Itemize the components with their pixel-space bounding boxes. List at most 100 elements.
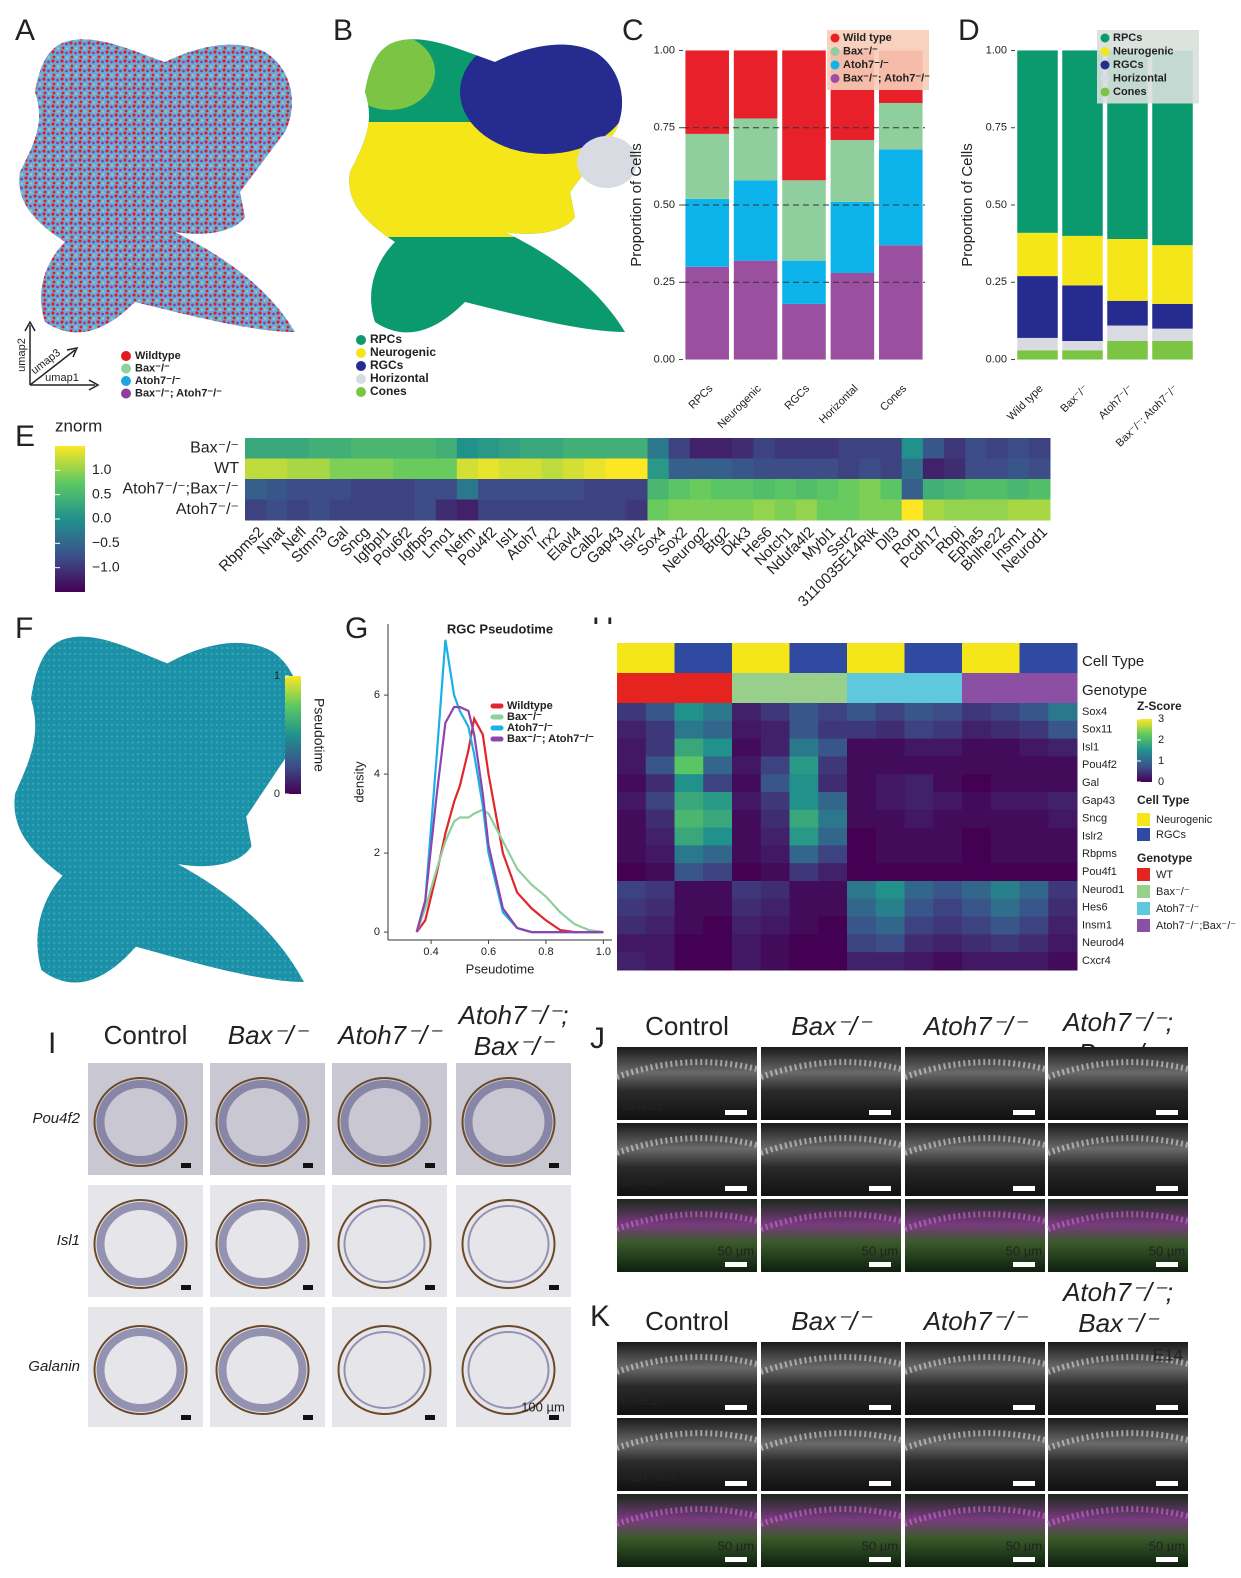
heatmap-cell [818, 792, 847, 810]
heatmap-cell [584, 438, 606, 459]
heatmap-cell [761, 828, 790, 846]
heatmap-cell [818, 845, 847, 863]
gene-label: Sox11 [1082, 724, 1112, 736]
legend-label: RGCs [1156, 829, 1186, 841]
microscopy-image [617, 1494, 757, 1567]
heatmap-cell [761, 721, 790, 739]
legend-swatch [1137, 813, 1150, 826]
heatmap-cell [962, 792, 991, 810]
heatmap-cell [790, 917, 819, 935]
heatmap-cell [876, 881, 905, 899]
scale-label: 50 µm [718, 1538, 754, 1553]
heatmap-cell [1020, 863, 1049, 881]
heatmap-cell [962, 917, 991, 935]
heatmap-cell [876, 756, 905, 774]
heatmap-cell [563, 438, 585, 459]
heatmap-cell [1020, 774, 1049, 792]
x-tick-label: Bax⁻/⁻ [1058, 383, 1090, 415]
heatmap-cell [245, 459, 267, 480]
heatmap-cell [330, 438, 352, 459]
y-tick-label: 0.75 [986, 122, 1007, 134]
legend-label: Neurogenic [370, 345, 436, 359]
heatmap-cell [1020, 756, 1049, 774]
heatmap-cell [933, 774, 962, 792]
scale-label: 50 µm [1006, 1538, 1042, 1553]
heatmap-cell [351, 500, 373, 521]
heatmap-cell [847, 703, 876, 721]
gene-label: Sox4 [1082, 706, 1107, 718]
heatmap-cell [933, 899, 962, 917]
heatmap-cell [732, 438, 754, 459]
heatmap-cell [965, 500, 987, 521]
legend-label: Bax⁻/⁻; Atoh7⁻/⁻ [135, 387, 222, 399]
cell-type-bar [703, 643, 732, 673]
heatmap-cell [753, 438, 775, 459]
heatmap-cell [905, 881, 934, 899]
heatmap-cell [790, 792, 819, 810]
microscopy-image [1048, 1494, 1188, 1567]
heatmap-cell [962, 863, 991, 881]
colorbar-tick-label: 0 [274, 788, 280, 800]
heatmap-cell [876, 828, 905, 846]
heatmap-cell [1048, 721, 1077, 739]
y-tick-label: 6 [374, 689, 380, 701]
heatmap-cell [991, 899, 1020, 917]
heatmap-cell [703, 703, 732, 721]
heatmap-cell [933, 828, 962, 846]
column-title: Control [645, 1011, 729, 1041]
legend-swatch [1137, 885, 1150, 898]
heatmap-cell [617, 917, 646, 935]
heatmap-cell [905, 810, 934, 828]
colorbar [285, 676, 301, 794]
scale-bar [869, 1405, 891, 1410]
heatmap-cell [790, 756, 819, 774]
heatmap-cell [902, 500, 924, 521]
bar-segment [1152, 329, 1193, 341]
legend-label: RPCs [1113, 32, 1142, 44]
panel-label: C [622, 14, 644, 47]
heatmap-cell [818, 934, 847, 952]
heatmap-cell [457, 500, 479, 521]
heatmap-cell [790, 899, 819, 917]
colorbar-tick-label: 1.0 [92, 461, 112, 477]
heatmap-cell [703, 739, 732, 757]
heatmap-cell [847, 756, 876, 774]
heatmap-cell [818, 810, 847, 828]
heatmap-cell [790, 952, 819, 970]
heatmap-cell [732, 810, 761, 828]
heatmap-cell [1048, 792, 1077, 810]
bar-segment [1107, 341, 1148, 360]
bar-segment [1017, 338, 1058, 350]
scale-bar [303, 1163, 313, 1168]
scale-bar [869, 1262, 891, 1267]
heatmap-cell [775, 459, 797, 480]
heatmap-cell [991, 952, 1020, 970]
heatmap-cell [902, 438, 924, 459]
heatmap-cell [478, 479, 500, 500]
heatmap-cell [703, 756, 732, 774]
heatmap-cell [986, 500, 1008, 521]
heatmap-cell [933, 703, 962, 721]
heatmap-cell [690, 500, 712, 521]
gene-label: Gap43 [1082, 795, 1115, 807]
y-tick-label: 1.00 [986, 44, 1007, 56]
legend-label: RPCs [370, 332, 402, 346]
heatmap-cell [991, 845, 1020, 863]
heatmap-cell [944, 479, 966, 500]
gene-label: Insm1 [1082, 919, 1112, 931]
heatmap-cell [732, 845, 761, 863]
heatmap-cell [796, 500, 818, 521]
heatmap-cell [761, 756, 790, 774]
heatmap-cell [965, 479, 987, 500]
column-title: Atoh7⁻/⁻; [457, 1000, 569, 1030]
scale-bar [181, 1415, 191, 1420]
heatmap-cell [703, 721, 732, 739]
heatmap-cell [266, 500, 288, 521]
heatmap-cell [817, 500, 839, 521]
legend-marker [356, 348, 366, 358]
heatmap-cell [775, 438, 797, 459]
heatmap-cell [817, 459, 839, 480]
heatmap-cell [1020, 810, 1049, 828]
bar-segment [831, 202, 875, 273]
microscopy-image [761, 1342, 901, 1415]
